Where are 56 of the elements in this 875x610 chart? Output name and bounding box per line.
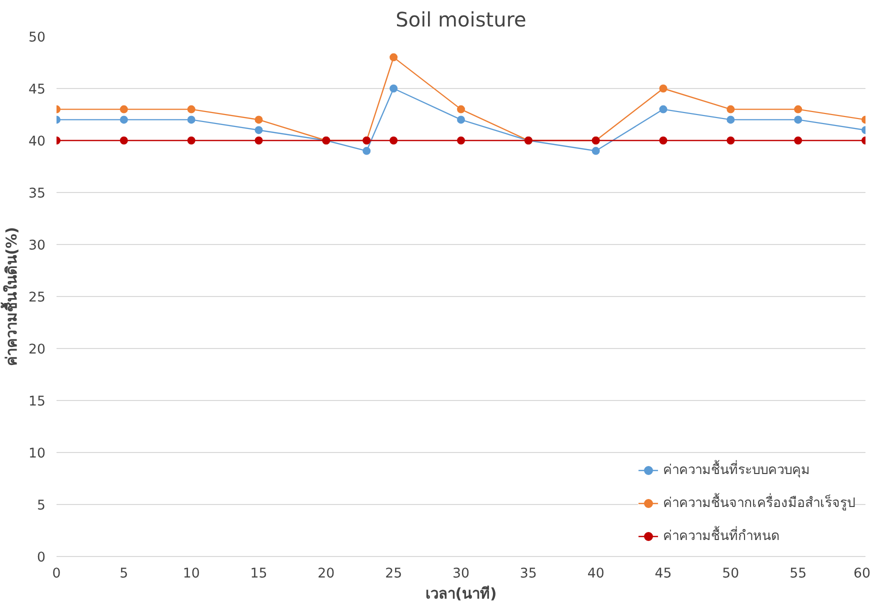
point — [659, 105, 668, 114]
point — [794, 105, 802, 114]
point — [120, 116, 128, 124]
y-tick-label: 5 — [37, 498, 46, 514]
y-tick-label: 40 — [28, 134, 46, 150]
x-tick-label: 30 — [452, 566, 470, 582]
y-tick-label: 0 — [37, 550, 46, 566]
point — [457, 136, 465, 144]
x-tick-label: 10 — [182, 566, 200, 582]
point — [794, 136, 802, 144]
point — [254, 126, 263, 134]
x-tick-label: 15 — [250, 566, 268, 582]
legend-label: ค่าความชื้นที่ระบบควบคุม — [663, 459, 810, 480]
point — [726, 105, 735, 114]
x-tick-label: 50 — [722, 566, 740, 582]
point — [187, 116, 196, 124]
point — [254, 116, 263, 124]
x-tick-label: 20 — [318, 566, 335, 582]
point — [726, 136, 735, 144]
y-tick-label: 10 — [28, 446, 46, 462]
x-tick-label: 25 — [385, 566, 402, 582]
point — [362, 146, 371, 155]
y-tick-label: 20 — [28, 342, 46, 358]
y-tick-label: 30 — [28, 238, 46, 254]
x-tick-label: 60 — [854, 566, 871, 582]
legend-label: ค่าความชื้นจากเครื่องมือสำเร็จรูป — [663, 492, 855, 513]
point — [120, 105, 128, 114]
point — [659, 84, 668, 92]
point — [457, 116, 465, 124]
point — [120, 136, 128, 144]
point — [794, 116, 802, 124]
x-tick-label: 35 — [520, 566, 537, 582]
point — [187, 105, 196, 114]
x-axis-title: เวลา(นาที) — [425, 586, 497, 602]
point — [390, 136, 398, 144]
chart-title: Soil moisture — [396, 8, 526, 32]
point — [390, 53, 398, 62]
y-tick-label: 15 — [28, 394, 46, 410]
y-axis-title: ค่าความชื้นในดิน(%) — [0, 226, 21, 366]
x-tick-label: 55 — [790, 566, 807, 582]
x-tick-label: 45 — [654, 566, 672, 582]
point — [457, 105, 465, 114]
point — [592, 146, 600, 155]
y-tick-label: 35 — [28, 186, 46, 202]
point — [187, 136, 196, 144]
y-tick-label: 45 — [28, 82, 46, 98]
x-tick-label: 5 — [120, 566, 128, 582]
point — [659, 136, 668, 144]
y-tick-label: 50 — [28, 30, 46, 46]
x-tick-label: 0 — [52, 566, 61, 582]
legend-label: ค่าความชื้นที่กำหนด — [663, 525, 780, 546]
y-tick-label: 25 — [28, 290, 46, 306]
point — [254, 136, 263, 144]
point — [726, 116, 735, 124]
point — [390, 84, 398, 92]
x-tick-label: 40 — [587, 566, 604, 582]
